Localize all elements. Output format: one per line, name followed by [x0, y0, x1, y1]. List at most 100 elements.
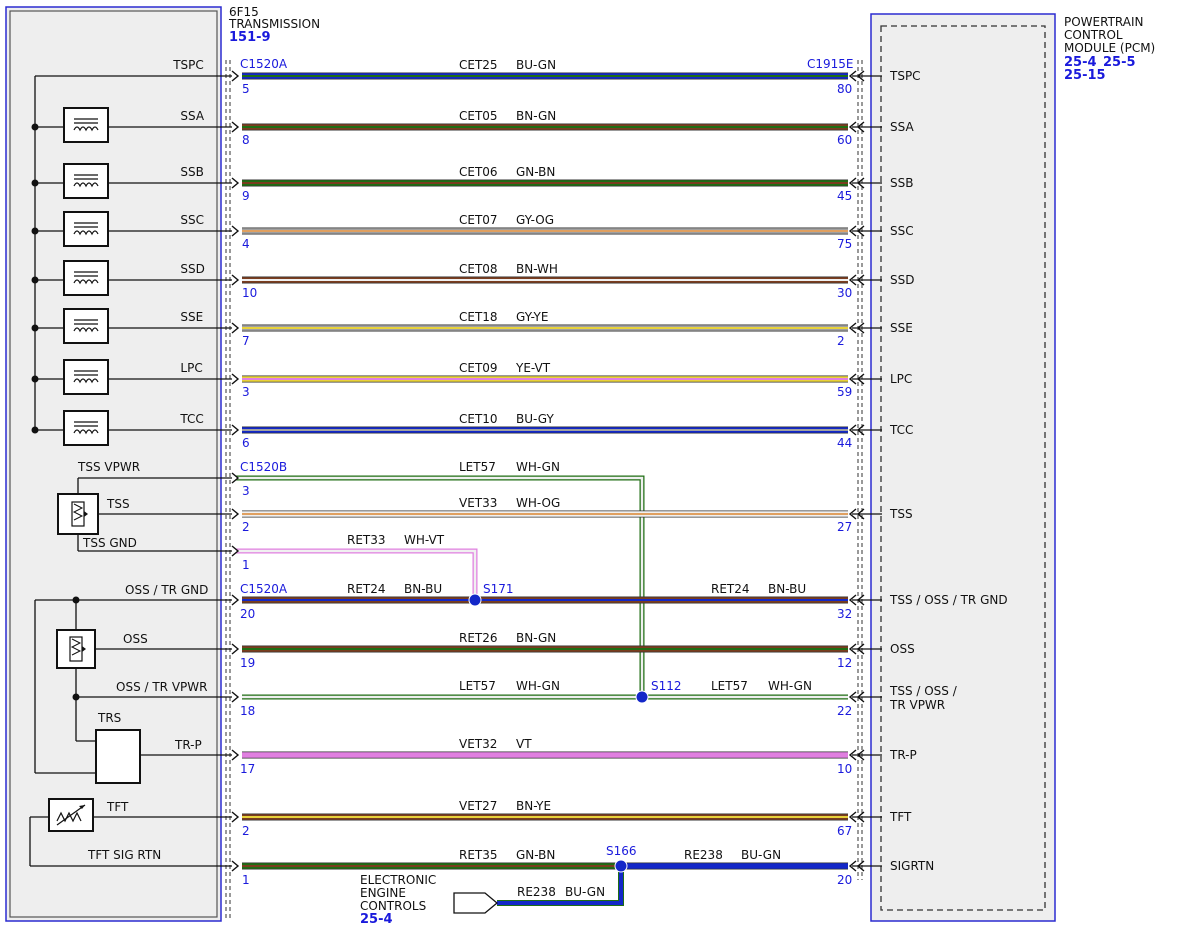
- sigrtn-pin-right: 20: [837, 873, 852, 887]
- pcm-ref-link-1[interactable]: 25-4: [1064, 55, 1097, 70]
- wire-left-label: LPC: [180, 361, 202, 375]
- trs-circuit: VET32: [459, 737, 497, 751]
- wire-pin-left: 3: [242, 385, 250, 399]
- tss-vpwr-wire: [236, 475, 645, 697]
- tss-vpwr-label: TSS VPWR: [77, 460, 140, 474]
- tss-sig-color: WH-OG: [516, 496, 560, 510]
- wire-color: BU-GN: [516, 58, 556, 72]
- wire-pin-left: 10: [242, 286, 257, 300]
- oss-sensor-label: OSS: [123, 632, 148, 646]
- pcm-title-1: POWERTRAIN: [1064, 15, 1144, 29]
- pcm-pin-label: LPC: [890, 372, 912, 386]
- pcm-pin-label: SSC: [890, 224, 914, 238]
- sigrtn-right-circuit: RE238: [684, 848, 723, 862]
- pcm-pin-label: TSPC: [889, 69, 921, 83]
- eec-title-1: ELECTRONIC: [360, 873, 436, 887]
- solenoid-wires: TSPC CET25 BU-GN 5 80 TSPC SSA CET05 BN-GN 8 60 SSA…: [31, 58, 921, 450]
- pcm-box: [870, 13, 1056, 922]
- bus-junction: [31, 276, 39, 284]
- wire-color: YE-VT: [515, 361, 551, 375]
- pcm-pin-label: SSD: [890, 273, 914, 287]
- tss-gnd-label: TSS GND: [82, 536, 137, 550]
- eec-connector-arrow[interactable]: [453, 892, 499, 914]
- wire-circuit: CET05: [459, 109, 498, 123]
- wire-pin-right: 75: [837, 237, 852, 251]
- oss-trs-wiring: [34, 599, 232, 774]
- transmission-subtitle: TRANSMISSION: [228, 17, 320, 31]
- solenoid-common-bus: [34, 75, 232, 430]
- tss-vpwr-circuit: LET57: [459, 460, 496, 474]
- oss-gnd-pin-left: 20: [240, 607, 255, 621]
- transmission-ref-link[interactable]: 151-9: [229, 30, 271, 45]
- wire-pin-left: 9: [242, 189, 250, 203]
- wire-pin-right: 44: [837, 436, 852, 450]
- bus-junction: [31, 227, 39, 235]
- wire-color: GY-YE: [516, 310, 548, 324]
- wire-color: GY-OG: [516, 213, 554, 227]
- solenoid-coil-icon: [63, 260, 109, 296]
- tss-sensor-icon: [57, 493, 99, 535]
- wire-left-label: TSPC: [172, 58, 204, 72]
- pcm-pin-label-tss: TSS: [889, 507, 913, 521]
- pcm-pin-label-vpwr-1: TSS / OSS /: [889, 684, 958, 698]
- tft-wiring: [29, 816, 232, 867]
- pcm-title-2: CONTROL: [1064, 28, 1123, 42]
- trs-sensor-box: [95, 729, 141, 784]
- tss-gnd-wire: [236, 548, 478, 600]
- solenoid-coil-icon: [63, 359, 109, 395]
- tft-color: BN-YE: [516, 799, 551, 813]
- splice-s112[interactable]: [635, 690, 649, 704]
- eec-ref-link[interactable]: 25-4: [360, 912, 393, 927]
- tss-gnd-pin: 1: [242, 558, 250, 572]
- wire-circuit: CET08: [459, 262, 498, 276]
- pcm-pin-label-tft: TFT: [889, 810, 912, 824]
- oss-vpwr-label: OSS / TR VPWR: [116, 680, 207, 694]
- oss-gnd-right-circuit: RET24: [711, 582, 750, 596]
- bus-junction: [31, 179, 39, 187]
- wire-pin-left: 4: [242, 237, 250, 251]
- connector-c1520b[interactable]: C1520B: [240, 460, 287, 474]
- splice-s166-label: S166: [606, 844, 637, 858]
- sigrtn-branch-circuit: RE238: [517, 885, 556, 899]
- bus-junction: [31, 123, 39, 131]
- connector-c1520a-mid[interactable]: C1520A: [240, 582, 288, 596]
- splice-s171-label: S171: [483, 582, 514, 596]
- oss-gnd-junction: [72, 596, 80, 604]
- pcm-ref-link-2[interactable]: 25-5: [1103, 55, 1136, 70]
- pcm-pin-label: TCC: [889, 423, 913, 437]
- wire-circuit: CET09: [459, 361, 498, 375]
- oss-sig-circuit: RET26: [459, 631, 498, 645]
- oss-gnd-right-color: BN-BU: [768, 582, 806, 596]
- tss-sensor-wiring: [77, 477, 232, 552]
- tft-sigrtn-label: TFT SIG RTN: [87, 848, 161, 862]
- oss-vpwr-pin-left: 18: [240, 704, 255, 718]
- bus-junction: [31, 426, 39, 434]
- splice-s166[interactable]: [614, 859, 628, 873]
- wire-color: BN-GN: [516, 109, 556, 123]
- oss-sig-pin-right: 12: [837, 656, 852, 670]
- tss-gnd-circuit: RET33: [347, 533, 386, 547]
- wire-circuit: CET06: [459, 165, 498, 179]
- eec-title-3: CONTROLS: [360, 899, 426, 913]
- oss-vpwr-junction: [72, 693, 80, 701]
- wire-color: BU-GY: [516, 412, 554, 426]
- tft-pin-left: 2: [242, 824, 250, 838]
- pcm-title-3: MODULE (PCM): [1064, 41, 1155, 55]
- splice-s171[interactable]: [468, 593, 482, 607]
- connector-c1520a-top[interactable]: C1520A: [240, 57, 288, 71]
- connector-c1915e[interactable]: C1915E: [807, 57, 854, 71]
- oss-gnd-circuit: RET24: [347, 582, 386, 596]
- sigrtn-branch-wire: [497, 866, 624, 906]
- wire-left-label: SSD: [180, 262, 204, 276]
- solenoid-coil-icon: [63, 211, 109, 247]
- pcm-pin-label: SSE: [890, 321, 913, 335]
- tft-pin-right: 67: [837, 824, 852, 838]
- wire-circuit: CET25: [459, 58, 498, 72]
- trs-pin-right: 10: [837, 762, 852, 776]
- wire-pin-right: 60: [837, 133, 852, 147]
- pcm-ref-link-3[interactable]: 25-15: [1064, 68, 1106, 83]
- tss-vpwr-color: WH-GN: [516, 460, 560, 474]
- tft-circuit: VET27: [459, 799, 497, 813]
- wire-pin-left: 6: [242, 436, 250, 450]
- sigrtn-circuit: RET35: [459, 848, 498, 862]
